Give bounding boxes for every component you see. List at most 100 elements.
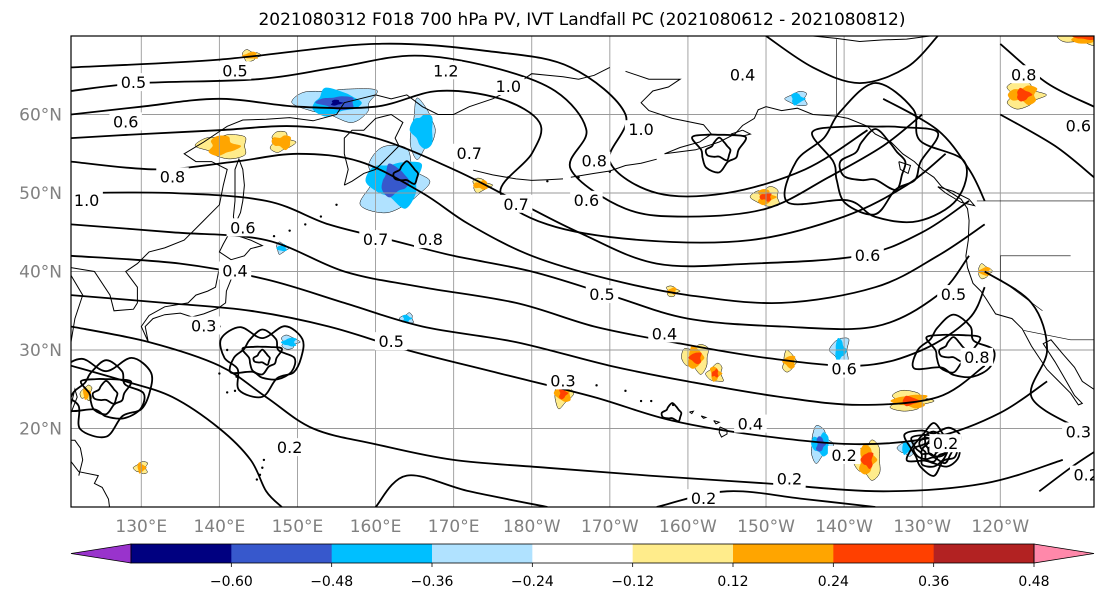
contour-label-bg xyxy=(570,190,603,209)
contour-label-bg xyxy=(453,143,486,162)
coastline-segment xyxy=(218,229,264,261)
coastlines xyxy=(71,36,1094,507)
contour-label-bg xyxy=(109,112,142,131)
ivt-contour-line xyxy=(71,325,1064,493)
colorbar-tick-label: −0.48 xyxy=(310,574,353,590)
contour-label-bg xyxy=(492,77,525,96)
longitude-label: 150°W xyxy=(737,517,795,537)
contour-label: 0.2 xyxy=(691,489,716,508)
map-panel: 0.5 0.5 0.6 0.8 1.0 0.6 0.4 0.3 0.5 0.2 1.2 1.0 0.7 0… xyxy=(70,35,1095,508)
contour-label-bg xyxy=(851,245,884,264)
colorbar-extend-high xyxy=(1033,543,1095,564)
longitude-labels: 130°E 140°E 150°E 160°E 170°E 180°W 170°W 160°W… xyxy=(115,517,1029,537)
ivt-contour-line xyxy=(71,152,986,305)
contour-label-bg xyxy=(71,190,103,209)
colorbar-segment xyxy=(632,544,734,563)
contour-label: 0.7 xyxy=(457,144,482,163)
ivt-contour-line xyxy=(71,191,970,331)
island-dot xyxy=(261,466,264,469)
ivt-contour-line xyxy=(71,89,947,244)
ivt-contour-line xyxy=(656,490,876,507)
contour-label: 0.3 xyxy=(191,316,216,335)
latitude-label: 50°N xyxy=(19,184,62,204)
colorbar-tick-label: −0.36 xyxy=(411,574,454,590)
coastline-segment xyxy=(898,161,912,175)
ivt-closed-contour xyxy=(392,160,419,185)
contour-label-bg xyxy=(1007,65,1040,84)
ivt-closed-contour xyxy=(783,82,968,224)
contour-label: 0.2 xyxy=(933,434,958,453)
negative-anomaly-tropical-east xyxy=(810,425,834,464)
contour-label-bg xyxy=(687,489,720,507)
contour-label-bg xyxy=(929,434,962,453)
coastline-segment xyxy=(570,158,657,178)
latitude-label: 40°N xyxy=(19,263,62,283)
island-dot xyxy=(546,180,549,183)
island-dot xyxy=(225,391,229,394)
island-dot xyxy=(650,399,653,403)
contour-label: 0.2 xyxy=(777,470,802,489)
contour-label: 0.8 xyxy=(160,167,185,186)
contour-label-bg xyxy=(827,445,861,464)
latitude-labels: 60°N 50°N 40°N 30°N 20°N xyxy=(19,106,62,440)
longitude-label: 140°W xyxy=(815,517,873,537)
contour-label: 0.5 xyxy=(222,61,247,80)
ivt-contour-line xyxy=(71,54,923,218)
contour-label-bg xyxy=(187,316,221,335)
contour-label-bg xyxy=(273,438,306,457)
ivt-closed-contour xyxy=(811,125,940,216)
ivt-closed-contour xyxy=(911,313,996,379)
ivt-contour-line xyxy=(765,36,939,84)
contour-label: 0.8 xyxy=(1011,65,1036,84)
colorbar-segment xyxy=(833,544,935,563)
contour-label: 0.5 xyxy=(589,285,614,304)
island-dot xyxy=(304,223,307,226)
ivt-closed-contour xyxy=(71,356,154,439)
colorbar-segment xyxy=(331,544,433,563)
island-dot xyxy=(218,372,221,375)
contour-label: 0.8 xyxy=(417,230,442,249)
colorbar-tick-label: 0.24 xyxy=(818,574,849,590)
contour-label: 0.6 xyxy=(855,246,880,265)
ivt-closed-contour xyxy=(704,136,732,162)
island-dot xyxy=(272,234,276,238)
contour-label-bg xyxy=(226,218,260,237)
plot-title: 2021080312 F018 700 hPa PV, IVT Landfall… xyxy=(258,10,905,30)
longitude-label: 130°E xyxy=(115,517,167,537)
contour-label-bg xyxy=(827,359,861,378)
ivt-closed-contour xyxy=(241,345,283,376)
colorbar-tick-label: −0.12 xyxy=(611,574,654,590)
island-dot xyxy=(595,384,598,387)
colorbar-tick-label: 0.48 xyxy=(1018,574,1049,590)
ivt-contour-line xyxy=(984,270,1079,430)
contour-label: 0.3 xyxy=(1066,422,1091,441)
positive-anomaly-yukon xyxy=(1006,80,1047,110)
ivt-closed-contour xyxy=(660,402,683,423)
ivt-closed-contour xyxy=(228,328,297,381)
contour-label-bg xyxy=(734,414,767,433)
coastline-segment xyxy=(937,186,976,207)
coastline-segment xyxy=(700,415,708,419)
coastline-segment xyxy=(689,410,695,415)
map-frame xyxy=(70,35,1095,508)
colorbar-outline xyxy=(130,543,1035,564)
contour-label: 0.5 xyxy=(941,285,966,304)
positive-anomaly-philippine-sea xyxy=(132,461,148,475)
coastline-segment xyxy=(71,387,78,414)
positive-anomaly-okhotsk-west xyxy=(269,130,297,153)
coastline-segment xyxy=(625,70,1094,406)
coastline-segment xyxy=(718,426,728,438)
contour-label: 0.2 xyxy=(277,438,302,457)
colorbar-tick-label: 0.12 xyxy=(717,574,748,590)
colorbar-segment xyxy=(231,544,333,563)
contour-label-bg xyxy=(374,332,408,351)
contour-label: 0.3 xyxy=(550,371,575,390)
colorbar-segment xyxy=(933,544,1035,563)
island-dot xyxy=(255,478,259,481)
coastline-segment xyxy=(750,36,931,43)
longitude-label: 160°E xyxy=(350,517,402,537)
colorbar-tick-label: −0.24 xyxy=(511,574,554,590)
contour-label-bg xyxy=(1069,465,1094,484)
island-dot xyxy=(262,458,266,462)
